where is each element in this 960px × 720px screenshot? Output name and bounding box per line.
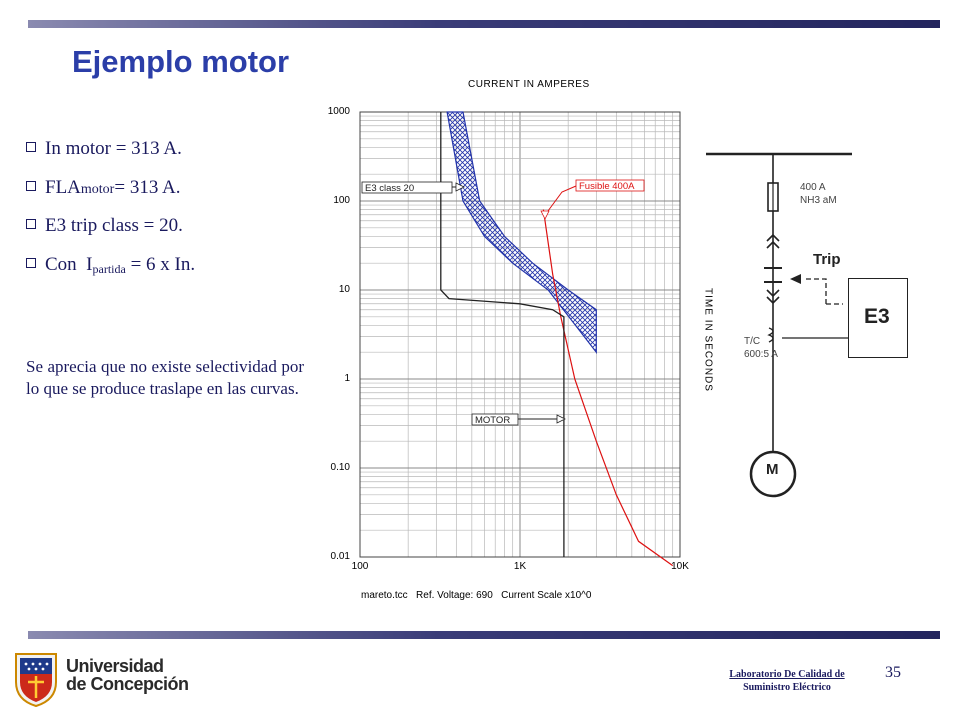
square-bullet-icon (26, 180, 36, 191)
y-tick-label: 100 (333, 195, 350, 206)
x-tick-label: 10K (671, 561, 689, 572)
observation-note: Se aprecia que no existe selectividad po… (26, 357, 304, 398)
fuse-curve (542, 209, 674, 567)
bullet-item: In motor = 313 A. (26, 138, 195, 177)
bullet-list: In motor = 313 A. FLA motor = 313 A. E3 tr… (26, 138, 195, 292)
relay-label: E3 (864, 305, 890, 328)
motor-annotation-label: MOTOR (475, 415, 510, 426)
fuse-annotation-box (575, 179, 645, 192)
lab-info: Laboratorio De Calidad de Suministro Elé… (729, 669, 845, 693)
arrow-icon (556, 414, 566, 424)
y-tick-label: 0.10 (330, 462, 350, 473)
chart-title: CURRENT IN AMPERES (468, 79, 590, 90)
motor-annotation-box (471, 413, 519, 426)
university-crest-icon (15, 653, 57, 708)
fuse-annotation-label: Fusible 400A (579, 181, 635, 192)
e3-annotation-box (361, 181, 453, 194)
e3-trip-band (446, 111, 597, 354)
top-accent-bar (28, 20, 940, 28)
trip-label: Trip (813, 251, 841, 268)
y-tick-label: 10 (338, 284, 350, 295)
square-bullet-icon (26, 219, 36, 229)
page-number: 35 (885, 664, 901, 681)
fuse-annotation-leader (544, 185, 577, 216)
contactor-icon (766, 233, 780, 249)
relay-box (848, 278, 908, 358)
x-tick-label: 1K (513, 561, 527, 572)
trip-arrow-icon (803, 278, 843, 305)
ct-label: T/C 600:5 A (744, 336, 778, 360)
bottom-accent-bar (28, 631, 940, 639)
slide-title: Ejemplo motor (72, 44, 290, 79)
university-name: Universidad de Concepción (66, 656, 189, 694)
e3-annotation-label: E3 class 20 (365, 183, 414, 194)
chart-footer: mareto.tcc Ref. Voltage: 690 Current Sca… (361, 590, 592, 601)
bullet-item: E3 trip class = 20. (26, 215, 195, 254)
y-tick-label: 1000 (327, 106, 350, 117)
fuse-label: 400 A NH3 aM (800, 182, 837, 206)
fuse-icon (767, 182, 779, 212)
arrow-icon (540, 210, 550, 220)
y-axis-label: TIME IN SECONDS (702, 288, 714, 392)
motor-label: M (766, 461, 779, 478)
square-bullet-icon (26, 142, 36, 152)
y-tick-label: 0.01 (330, 551, 350, 562)
square-bullet-icon (26, 257, 36, 268)
y-tick-label: 1 (344, 373, 350, 384)
motor-start-curve (440, 112, 565, 557)
arrow-icon (455, 182, 465, 192)
bullet-item: FLA motor = 313 A. (26, 177, 195, 216)
x-tick-label: 100 (351, 561, 369, 572)
plot-frame (359, 111, 681, 558)
